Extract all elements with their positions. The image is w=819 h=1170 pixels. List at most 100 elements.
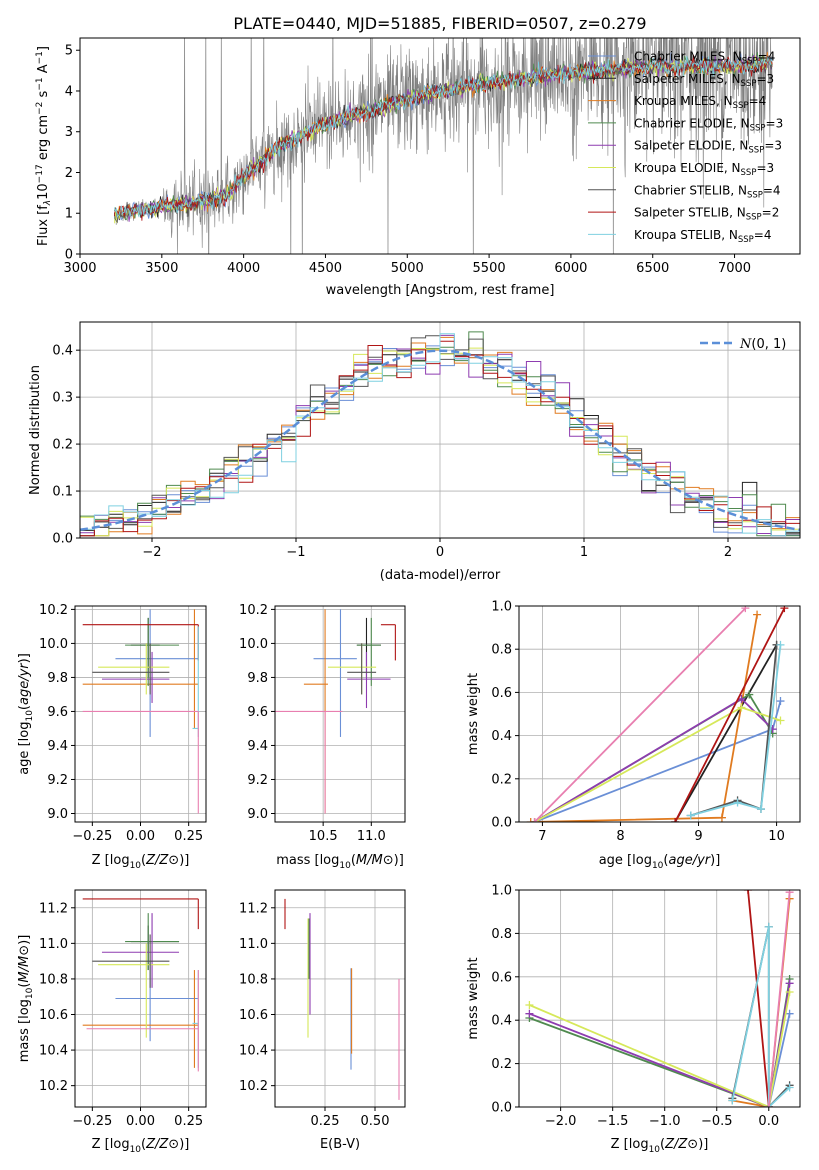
y-tick-label: 0.6 xyxy=(491,970,512,985)
legend-sub: SSP xyxy=(750,123,766,133)
x-tick-label: 3500 xyxy=(145,261,178,276)
weight-marker xyxy=(785,1083,794,1092)
label-italic: Z/Z⊙ xyxy=(664,1137,698,1152)
y-tick-label: 1.0 xyxy=(491,600,512,615)
weight-marker xyxy=(785,890,794,897)
label-part: )] xyxy=(710,853,720,868)
label-italic: Z/Z⊙ xyxy=(145,1137,179,1152)
weight-line-pink xyxy=(767,892,791,1107)
y-tick-label: 10.6 xyxy=(39,1008,68,1023)
plot-area xyxy=(526,606,789,822)
x-axis-label: (data-model)/error xyxy=(380,568,501,583)
legend-label: Chabrier ELODIE, NSSP=3 xyxy=(634,116,783,133)
plot-area xyxy=(82,609,199,814)
legend-sub: SSP xyxy=(748,146,764,156)
weight-marker xyxy=(525,1009,534,1018)
x-tick-label: 3000 xyxy=(63,261,96,276)
y-tick-label: 9.8 xyxy=(247,671,268,686)
label-sub: 10 xyxy=(130,1145,142,1155)
label-italic: M/M⊙ xyxy=(356,853,394,868)
y-tick-label: 10.8 xyxy=(239,972,268,987)
y-tick-label: 0.0 xyxy=(491,1101,512,1116)
label-part: )] xyxy=(17,653,32,663)
legend-sub: SSP xyxy=(733,101,749,111)
y-tick-label: 0.0 xyxy=(491,816,512,831)
model-spectrum-salpeter-stelib xyxy=(114,54,773,221)
legend-sub: SSP xyxy=(741,79,757,89)
y-tick-label: 10.8 xyxy=(39,972,68,987)
x-tick-label: 4000 xyxy=(227,261,260,276)
label-part: Flux [f xyxy=(36,205,51,246)
y-tick-label: 10.2 xyxy=(39,1079,68,1094)
y-axis-label-group: mass weight xyxy=(466,957,481,1039)
weight-marker xyxy=(733,798,742,807)
legend-text: Chabrier MILES, N xyxy=(634,50,742,64)
y-tick-label: 10.0 xyxy=(239,637,268,652)
x-tick-label: 0.00 xyxy=(126,1114,155,1129)
y-tick-label: 0.2 xyxy=(491,1057,512,1072)
legend-text: =3 xyxy=(766,116,784,130)
x-tick-label: −2.0 xyxy=(545,1114,577,1129)
mass-vs-metallicity-panel: −0.25 0.00 0.25 10.2 10.4 10.6 10.8 11.0 11.2 Z [… xyxy=(17,889,207,1155)
label-part: λ xyxy=(43,200,53,206)
legend-sub: SSP xyxy=(738,235,754,245)
legend-text: =3 xyxy=(764,139,782,153)
label-part: mass [log xyxy=(276,853,339,868)
label-part: ( xyxy=(141,853,146,868)
legend-label: Kroupa STELIB, NSSP=4 xyxy=(634,228,772,245)
legend-text: Kroupa ELODIE, N xyxy=(634,161,741,175)
x-axis-label: age [log10(age/yr)] xyxy=(17,653,35,775)
x-tick-label: −0.25 xyxy=(72,1114,112,1129)
y-axis-label-group: mass weight xyxy=(466,673,481,755)
label-part: −17 xyxy=(35,164,45,183)
weight-line-kroupa-miles xyxy=(732,898,791,1107)
x-tick-label: 1 xyxy=(580,545,588,560)
y-tick-label: 11.0 xyxy=(39,937,68,952)
weight-marker xyxy=(728,1096,737,1105)
label-part: )] xyxy=(17,935,32,945)
x-axis-label: wavelength [Angstrom, rest frame] xyxy=(326,283,555,298)
residuals-panel: −2 −1 0 1 2 0.0 0.1 0.2 0.3 0.4 (data-model)/error… xyxy=(28,321,801,583)
x-tick-label: 5500 xyxy=(473,261,506,276)
legend-label: N(0, 1) xyxy=(739,337,786,352)
label-part: )] xyxy=(394,853,404,868)
legend-text: =4 xyxy=(763,183,781,197)
x-axis-label: mass [log10(M/M⊙)] xyxy=(17,935,35,1063)
axes-frame xyxy=(274,889,406,1108)
age-vs-mass-panel: 10.5 11.0 9.0 9.2 9.4 9.6 9.8 10.0 10.2 mass [log… xyxy=(239,603,406,871)
label-part: age [log xyxy=(17,722,32,775)
label-part: −1 xyxy=(35,77,45,90)
weight-marker xyxy=(780,606,789,613)
y-tick-label: 5 xyxy=(65,44,73,59)
y-tick-label: 0.4 xyxy=(491,1014,512,1029)
legend-sub: SSP xyxy=(742,57,758,67)
y-tick-label: 9.4 xyxy=(247,739,268,754)
plot-area xyxy=(525,890,794,1107)
label-part: A xyxy=(36,64,51,77)
plot-area xyxy=(275,609,396,814)
weight-marker xyxy=(785,987,794,996)
y-tick-label: 0.0 xyxy=(52,532,73,547)
histogram-kroupa-stelib xyxy=(80,333,800,537)
normal-curve xyxy=(80,349,800,532)
plot-area xyxy=(284,898,400,1100)
spectrum-panel: 3000 3500 4000 4500 5000 5500 6000 6500 7000 0 1 2 3… xyxy=(35,37,801,298)
legend-label: Salpeter ELODIE, NSSP=3 xyxy=(634,139,782,156)
label-italic: M/M⊙ xyxy=(17,945,32,983)
weight-marker xyxy=(753,610,762,619)
x-axis-label: Z [log10(Z/Z⊙)] xyxy=(92,1137,190,1155)
y-tick-label: 10.4 xyxy=(239,1044,268,1059)
label-part: 10 xyxy=(36,183,51,200)
weight-marker xyxy=(686,811,695,820)
weight-line-salpeter-elodie xyxy=(529,983,791,1107)
x-tick-label: 10.5 xyxy=(309,829,338,844)
label-sub: 10 xyxy=(25,710,35,722)
plot-area xyxy=(82,898,199,1072)
legend-sub: SSP xyxy=(747,190,763,200)
legend-text: =3 xyxy=(756,161,774,175)
weight-line-salpeter-miles xyxy=(674,644,778,822)
x-tick-label: 8 xyxy=(616,829,624,844)
weight-line-kroupa-stelib xyxy=(690,644,782,817)
x-tick-label: −1 xyxy=(286,545,305,560)
